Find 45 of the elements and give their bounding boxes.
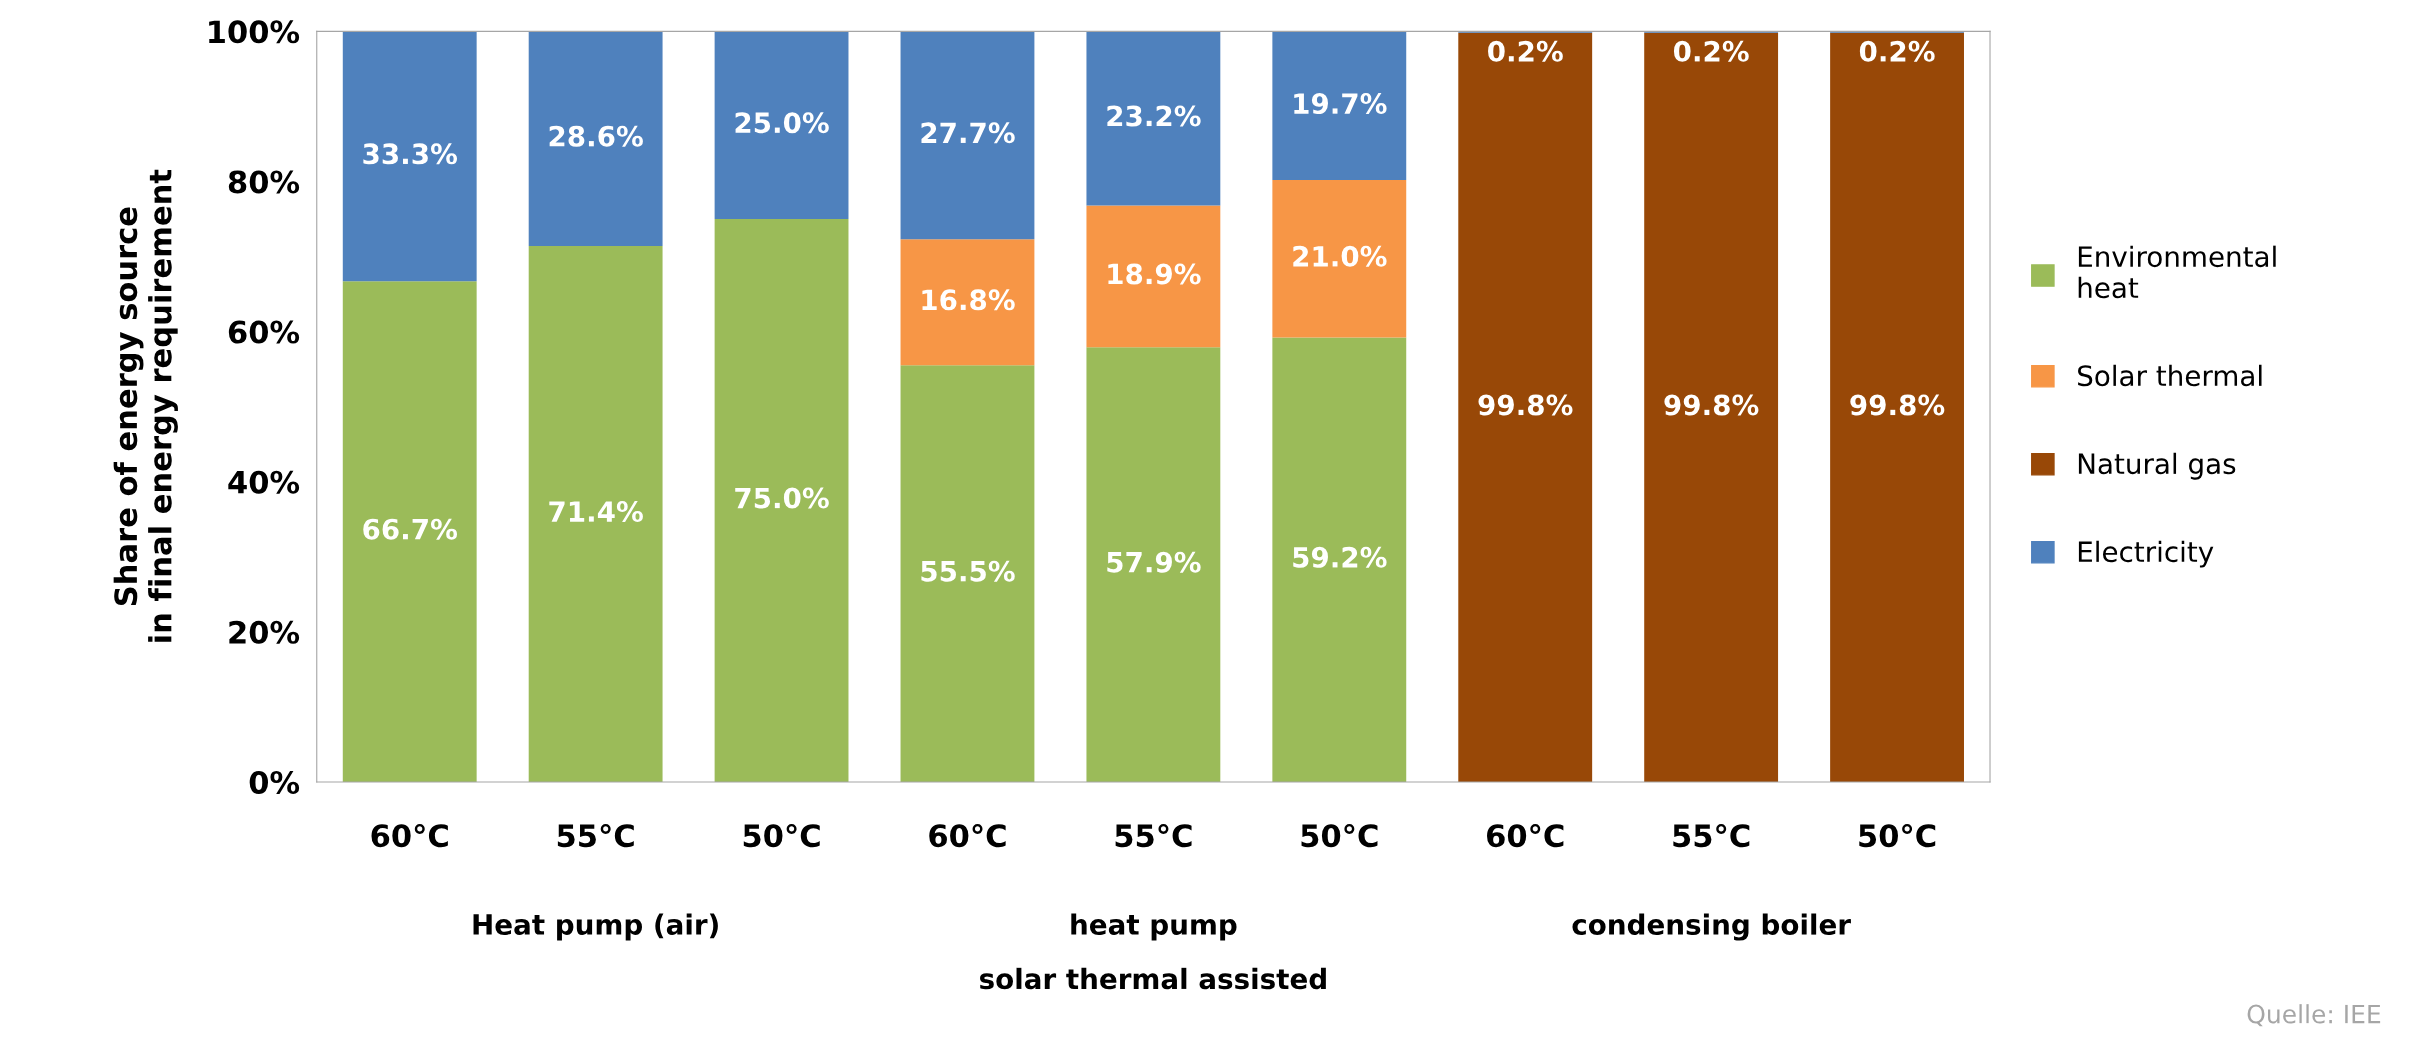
data-label: 27.7%: [921, 122, 1015, 144]
source-note: Quelle: IEE: [2247, 1004, 2381, 1027]
x-tick-label: 50°C: [743, 823, 820, 848]
x-tick-label: 50°C: [1859, 823, 1936, 848]
text: heat pump solar thermal assisted: [980, 913, 1326, 990]
x-tick-label: 60°C: [1487, 823, 1564, 848]
x-tick-label: 50°C: [1301, 823, 1378, 848]
y-tick-label: 60%: [228, 320, 300, 344]
data-label: 0.2%: [1673, 40, 1749, 62]
text: Heat pump (air): [473, 913, 718, 941]
y-tick-label: 100%: [209, 20, 300, 44]
x-tick-label: 55°C: [557, 823, 634, 848]
data-label: 59.2%: [1293, 546, 1387, 568]
y-tick-label: 0%: [249, 770, 300, 794]
data-label: 23.2%: [1107, 105, 1201, 127]
data-label: 75.0%: [735, 487, 829, 509]
legend-label: Environmental heat: [2078, 245, 2276, 299]
data-label: 25.0%: [735, 112, 829, 134]
legend-label: Natural gas: [2078, 452, 2236, 480]
legend-label: Solar thermal: [2078, 364, 2262, 387]
data-label: 0.2%: [1859, 40, 1935, 62]
data-label: 55.5%: [921, 560, 1015, 582]
x-tick-label: 60°C: [929, 823, 1006, 848]
data-label: 16.8%: [922, 289, 1015, 311]
data-label: 18.9%: [1108, 263, 1201, 285]
data-label: 21.0%: [1293, 245, 1387, 267]
data-label: 57.9%: [1107, 551, 1201, 573]
x-tick-label: 55°C: [1115, 823, 1192, 848]
y-tick-label: 80%: [228, 170, 300, 194]
data-label: 99.8%: [1664, 394, 1759, 416]
y-tick-label: 40%: [228, 470, 300, 494]
data-label: 66.7%: [363, 518, 458, 540]
data-label: 99.8%: [1850, 394, 1945, 416]
data-label: 71.4%: [549, 501, 643, 523]
data-label: 28.6%: [549, 125, 643, 147]
y-axis-title: Share of energy source in final energy requirement: [113, 169, 178, 642]
x-tick-label: 55°C: [1673, 823, 1750, 848]
text: condensing boiler: [1572, 913, 1851, 941]
data-label: 19.7%: [1294, 93, 1387, 115]
data-label: 33.3%: [363, 143, 458, 165]
y-tick-label: 20%: [229, 620, 300, 644]
legend-label: Electricity: [2078, 540, 2214, 568]
x-tick-label: 60°C: [371, 823, 448, 848]
data-label: 99.8%: [1478, 394, 1573, 416]
data-label: 0.2%: [1488, 40, 1563, 62]
